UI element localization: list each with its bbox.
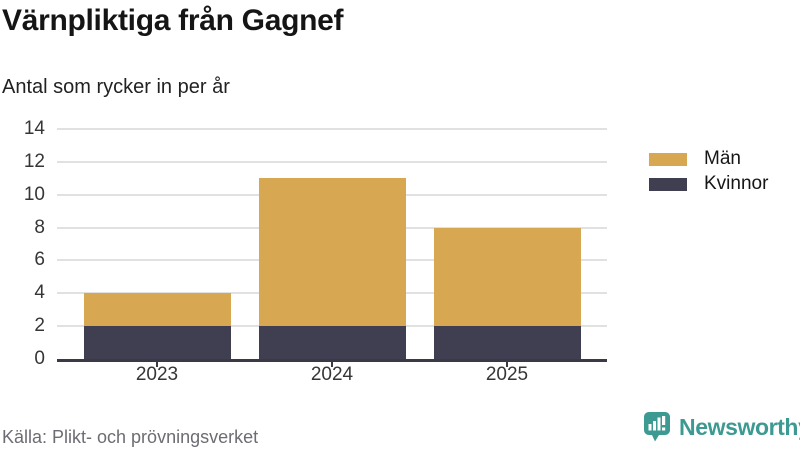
bar-chart-speech-bubble-icon [644, 412, 670, 442]
plot-area [57, 128, 607, 367]
chart-legend: Män Kvinnor [649, 148, 768, 198]
x-axis: 2023 2024 2025 [57, 362, 607, 388]
y-tick-label-2: 2 [34, 315, 45, 337]
x-tick-2025 [506, 359, 508, 367]
x-tick-label-2025: 2025 [485, 364, 529, 385]
x-tick-label-2024: 2024 [310, 364, 354, 385]
gridline-12 [57, 160, 607, 163]
y-tick-label-8: 8 [34, 216, 45, 238]
chart-title: Värnpliktiga från Gagnef [2, 4, 344, 37]
legend-swatch-men [649, 152, 687, 166]
bar-2024-kvinnor [258, 326, 406, 359]
source-text: Källa: Plikt- och prövningsverket [2, 427, 259, 447]
y-axis: 0 2 4 6 8 10 12 14 [0, 118, 45, 369]
y-tick-label-6: 6 [34, 249, 45, 271]
y-tick-label-4: 4 [34, 282, 45, 304]
y-tick-label-12: 12 [23, 150, 45, 172]
y-tick-label-14: 14 [23, 118, 45, 139]
bar-2024-man [258, 178, 406, 327]
y-tick-label-0: 0 [34, 348, 45, 369]
newsworthy-logo: Newsworthy [644, 412, 800, 442]
legend-swatch-women [649, 177, 687, 191]
x-tick-label-2023: 2023 [135, 364, 179, 385]
bar-2025-man [433, 227, 581, 327]
bar-2023-kvinnor [83, 326, 231, 359]
legend-label-women: Kvinnor [704, 173, 769, 194]
bar-2025-kvinnor [433, 326, 581, 359]
y-tick-label-10: 10 [23, 183, 45, 205]
legend-item-men: Män [649, 148, 768, 170]
x-tick-2023 [156, 359, 158, 367]
chart-subtitle: Antal som rycker in per år [2, 76, 230, 98]
bar-2023-man [83, 293, 231, 327]
newsworthy-wordmark: Newsworthy [679, 413, 800, 440]
gridline-14 [57, 128, 607, 130]
legend-label-men: Män [704, 148, 741, 169]
x-tick-2024 [331, 359, 333, 367]
legend-item-women: Kvinnor [649, 173, 768, 195]
